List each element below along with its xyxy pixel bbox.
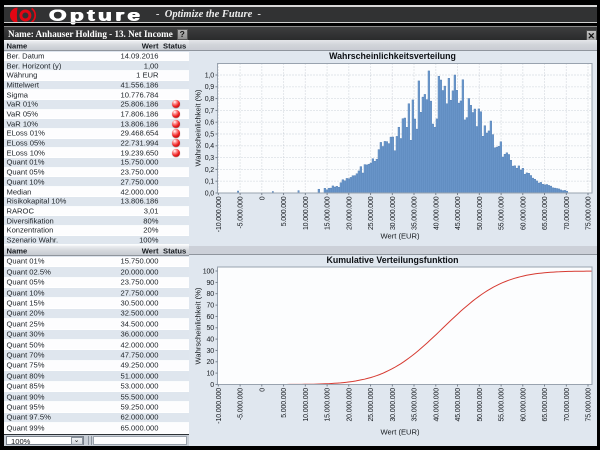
svg-text:Wert (EUR): Wert (EUR) — [380, 428, 420, 437]
svg-text:50.000.000: 50.000.000 — [477, 388, 484, 422]
svg-text:40.000.000: 40.000.000 — [433, 388, 440, 422]
svg-text:60.000.000: 60.000.000 — [520, 388, 527, 422]
svg-text:40: 40 — [207, 337, 215, 344]
svg-text:0,8: 0,8 — [205, 96, 215, 103]
svg-text:1,0: 1,0 — [205, 72, 215, 79]
svg-text:0,0: 0,0 — [205, 190, 215, 197]
svg-text:60: 60 — [207, 314, 215, 321]
svg-text:90: 90 — [207, 280, 215, 287]
svg-text:-5.000.000: -5.000.000 — [238, 196, 245, 228]
svg-text:55.000.000: 55.000.000 — [499, 388, 506, 422]
svg-text:20: 20 — [207, 359, 215, 366]
svg-text:35.000.000: 35.000.000 — [412, 388, 419, 422]
svg-text:-10.000.000: -10.000.000 — [216, 196, 223, 232]
svg-text:10.000.000: 10.000.000 — [303, 196, 310, 230]
svg-text:Wert (EUR): Wert (EUR) — [380, 232, 420, 241]
svg-text:0,1: 0,1 — [205, 179, 215, 186]
svg-text:10: 10 — [207, 371, 215, 378]
svg-text:0,2: 0,2 — [205, 167, 215, 174]
svg-text:40.000.000: 40.000.000 — [433, 196, 440, 230]
svg-text:Wahrscheinlichkeit (%): Wahrscheinlichkeit (%) — [194, 287, 203, 364]
svg-text:0,4: 0,4 — [205, 143, 215, 150]
svg-text:30.000.000: 30.000.000 — [390, 388, 397, 422]
svg-text:0,3: 0,3 — [205, 155, 215, 162]
svg-text:-10.000.000: -10.000.000 — [216, 388, 223, 424]
svg-text:-5.000.000: -5.000.000 — [238, 388, 245, 420]
svg-text:0,9: 0,9 — [205, 84, 215, 91]
svg-text:20.000.000: 20.000.000 — [346, 388, 353, 422]
svg-text:10.000.000: 10.000.000 — [303, 388, 310, 422]
svg-text:5.000.000: 5.000.000 — [281, 388, 288, 418]
svg-text:55.000.000: 55.000.000 — [499, 196, 506, 230]
svg-text:0: 0 — [259, 196, 266, 200]
svg-text:15.000.000: 15.000.000 — [325, 196, 332, 230]
svg-text:30: 30 — [207, 348, 215, 355]
svg-text:80: 80 — [207, 291, 215, 298]
svg-text:65.000.000: 65.000.000 — [542, 196, 549, 230]
svg-text:0: 0 — [210, 382, 214, 389]
svg-text:0,7: 0,7 — [205, 108, 215, 115]
svg-text:15.000.000: 15.000.000 — [325, 388, 332, 422]
svg-text:50: 50 — [207, 325, 215, 332]
svg-text:65.000.000: 65.000.000 — [542, 388, 549, 422]
svg-text:0,6: 0,6 — [205, 120, 215, 127]
svg-text:75.000.000: 75.000.000 — [586, 388, 593, 422]
svg-text:45.000.000: 45.000.000 — [455, 196, 462, 230]
svg-text:25.000.000: 25.000.000 — [368, 388, 375, 422]
svg-text:5.000.000: 5.000.000 — [281, 196, 288, 226]
svg-text:70: 70 — [207, 302, 215, 309]
svg-text:45.000.000: 45.000.000 — [455, 388, 462, 422]
svg-text:25.000.000: 25.000.000 — [368, 196, 375, 230]
svg-text:50.000.000: 50.000.000 — [477, 196, 484, 230]
svg-text:100: 100 — [203, 268, 214, 275]
svg-text:70.000.000: 70.000.000 — [564, 388, 571, 422]
svg-text:30.000.000: 30.000.000 — [390, 196, 397, 230]
svg-text:Wahrscheinlichkeit (%): Wahrscheinlichkeit (%) — [194, 89, 203, 166]
svg-text:35.000.000: 35.000.000 — [412, 196, 419, 230]
svg-text:20.000.000: 20.000.000 — [346, 196, 353, 230]
svg-text:75.000.000: 75.000.000 — [586, 196, 593, 230]
svg-text:70.000.000: 70.000.000 — [564, 196, 571, 230]
svg-text:0: 0 — [259, 388, 266, 392]
svg-text:60.000.000: 60.000.000 — [520, 196, 527, 230]
svg-text:0,5: 0,5 — [205, 131, 215, 138]
